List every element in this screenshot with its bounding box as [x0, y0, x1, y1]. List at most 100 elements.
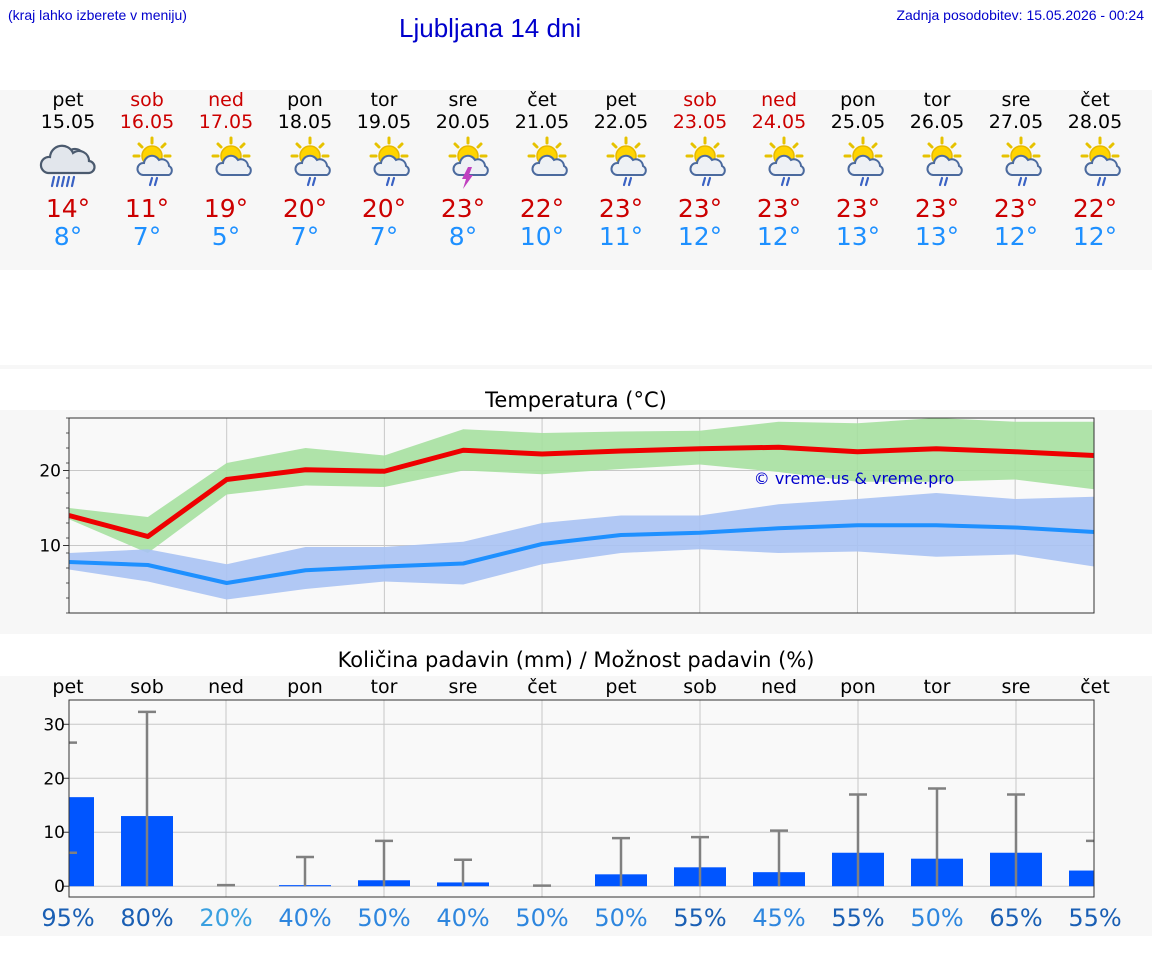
min-temp: 7°: [132, 222, 162, 251]
precipitation-chart: pet sob ned pon tor sre čet pet sob ned pon tor sre č…: [41, 676, 1121, 932]
max-temp-point: [147, 536, 149, 537]
y-tick-label: 20: [43, 769, 65, 789]
day-name: sob: [683, 89, 717, 111]
day-date: 27.05: [988, 111, 1044, 133]
max-temp: 14°: [45, 194, 91, 223]
min-temp-point: [778, 527, 780, 529]
max-temp: 19°: [203, 194, 249, 223]
forecast-day: čet 28.05 22° 12°: [1055, 89, 1135, 251]
sun-thunder-icon: [448, 136, 489, 189]
max-temp-point: [935, 448, 937, 450]
y-tick-label: 0: [54, 877, 65, 897]
watermark: © vreme.us & vreme.pro: [754, 469, 955, 488]
x-category-label: tor: [924, 676, 951, 698]
precip-probability-label: 40%: [436, 904, 489, 932]
day-date: 25.05: [830, 111, 886, 133]
max-temp-point: [778, 446, 780, 448]
y-tick-label: 10: [39, 537, 61, 557]
max-temp: 20°: [361, 194, 407, 223]
precip-probability-label: 40%: [278, 904, 331, 932]
day-name: pon: [840, 89, 876, 111]
x-category-label: sob: [130, 676, 164, 698]
precip-bar: [69, 797, 94, 887]
sun-cloud-rain-icon: [606, 136, 647, 187]
day-date: 24.05: [751, 111, 807, 133]
sun-cloud-rain-icon: [1080, 136, 1121, 187]
min-temp-point: [541, 543, 543, 545]
forecast-day: tor 19.05 20° 7°: [344, 89, 424, 251]
min-temp: 11°: [598, 222, 644, 251]
forecast-day: tor 26.05 23° 13°: [897, 89, 977, 251]
x-category-label: ned: [761, 676, 797, 698]
last-update: Zadnja posodobitev: 15.05.2026 - 00:24: [896, 7, 1144, 23]
sun-cloud-icon: [211, 136, 252, 176]
sun-cloud-rain-icon: [132, 136, 173, 187]
y-tick-label: 10: [43, 823, 65, 843]
max-temp: 23°: [914, 194, 960, 223]
x-category-label: sob: [683, 676, 717, 698]
min-temp-point: [383, 566, 385, 567]
sun-cloud-rain-icon: [290, 136, 331, 187]
max-temp: 23°: [756, 194, 802, 223]
cloud-rain-icon: [39, 144, 96, 188]
min-temp: 8°: [53, 222, 83, 251]
forecast-day: sob 23.05 23° 12°: [660, 89, 740, 251]
min-temp-point: [147, 564, 149, 566]
location-note[interactable]: (kraj lahko izberete v meniju): [8, 7, 187, 23]
min-temp: 5°: [211, 222, 241, 251]
precip-probability-label: 55%: [831, 904, 884, 932]
min-temp: 12°: [993, 222, 1039, 251]
max-temp-point: [383, 470, 385, 472]
precip-probability-label: 50%: [357, 904, 410, 932]
max-temp: 11°: [124, 194, 170, 223]
precip-bar: [1069, 870, 1094, 887]
max-temp-point: [462, 449, 464, 451]
day-date: 22.05: [593, 111, 649, 133]
forecast-day: pet 15.05 14° 8°: [28, 89, 108, 251]
rain-chart-title: Količina padavin (mm) / Možnost padavin …: [337, 648, 815, 672]
day-name: čet: [1080, 89, 1110, 111]
sun-cloud-rain-icon: [369, 136, 410, 187]
min-temp-point: [226, 582, 228, 584]
x-category-label: ned: [208, 676, 244, 698]
min-temp: 13°: [835, 222, 881, 251]
max-temp-point: [1014, 451, 1016, 453]
precip-probability-label: 50%: [910, 904, 963, 932]
min-temp: 10°: [519, 222, 565, 251]
forecast-day: pon 18.05 20° 7°: [265, 89, 345, 251]
day-name: tor: [923, 89, 951, 111]
max-temp-point: [226, 479, 228, 480]
max-temp: 22°: [519, 194, 565, 223]
day-date: 21.05: [514, 111, 570, 133]
precip-probability-label: 65%: [989, 904, 1042, 932]
day-name: sob: [130, 89, 164, 111]
x-category-label: pet: [52, 676, 83, 698]
forecast-day: pet 22.05 23° 11°: [581, 89, 661, 251]
day-name: ned: [208, 89, 244, 111]
min-temp: 12°: [756, 222, 802, 251]
min-temp-range-band: [69, 493, 1094, 600]
y-tick-label: 20: [39, 462, 61, 482]
day-name: pet: [605, 89, 637, 111]
x-category-label: tor: [371, 676, 398, 698]
x-category-label: čet: [527, 676, 557, 698]
forecast-day: sob 16.05 11° 7°: [107, 89, 187, 251]
forecast-day: ned 17.05 19° 5°: [186, 89, 266, 251]
min-temp-point: [699, 532, 701, 534]
x-category-label: sre: [449, 676, 478, 698]
y-tick-label: 30: [43, 715, 65, 735]
forecast-day: čet 21.05 22° 10°: [502, 89, 582, 251]
sun-cloud-rain-icon: [1001, 136, 1042, 187]
sun-cloud-rain-icon: [922, 136, 963, 187]
max-temp-point: [856, 451, 858, 453]
day-name: čet: [527, 89, 557, 111]
x-category-label: pet: [605, 676, 636, 698]
min-temp-line: [68, 523, 1095, 585]
day-date: 17.05: [198, 111, 254, 133]
plot-frame: [68, 699, 1095, 898]
forecast-day: sre 27.05 23° 12°: [976, 89, 1056, 251]
max-temp: 23°: [598, 194, 644, 223]
temperature-chart: 10 20 © vreme.us & vreme.pro: [39, 417, 1095, 614]
max-temp-point: [699, 448, 701, 450]
max-temp-line: [68, 444, 1095, 539]
